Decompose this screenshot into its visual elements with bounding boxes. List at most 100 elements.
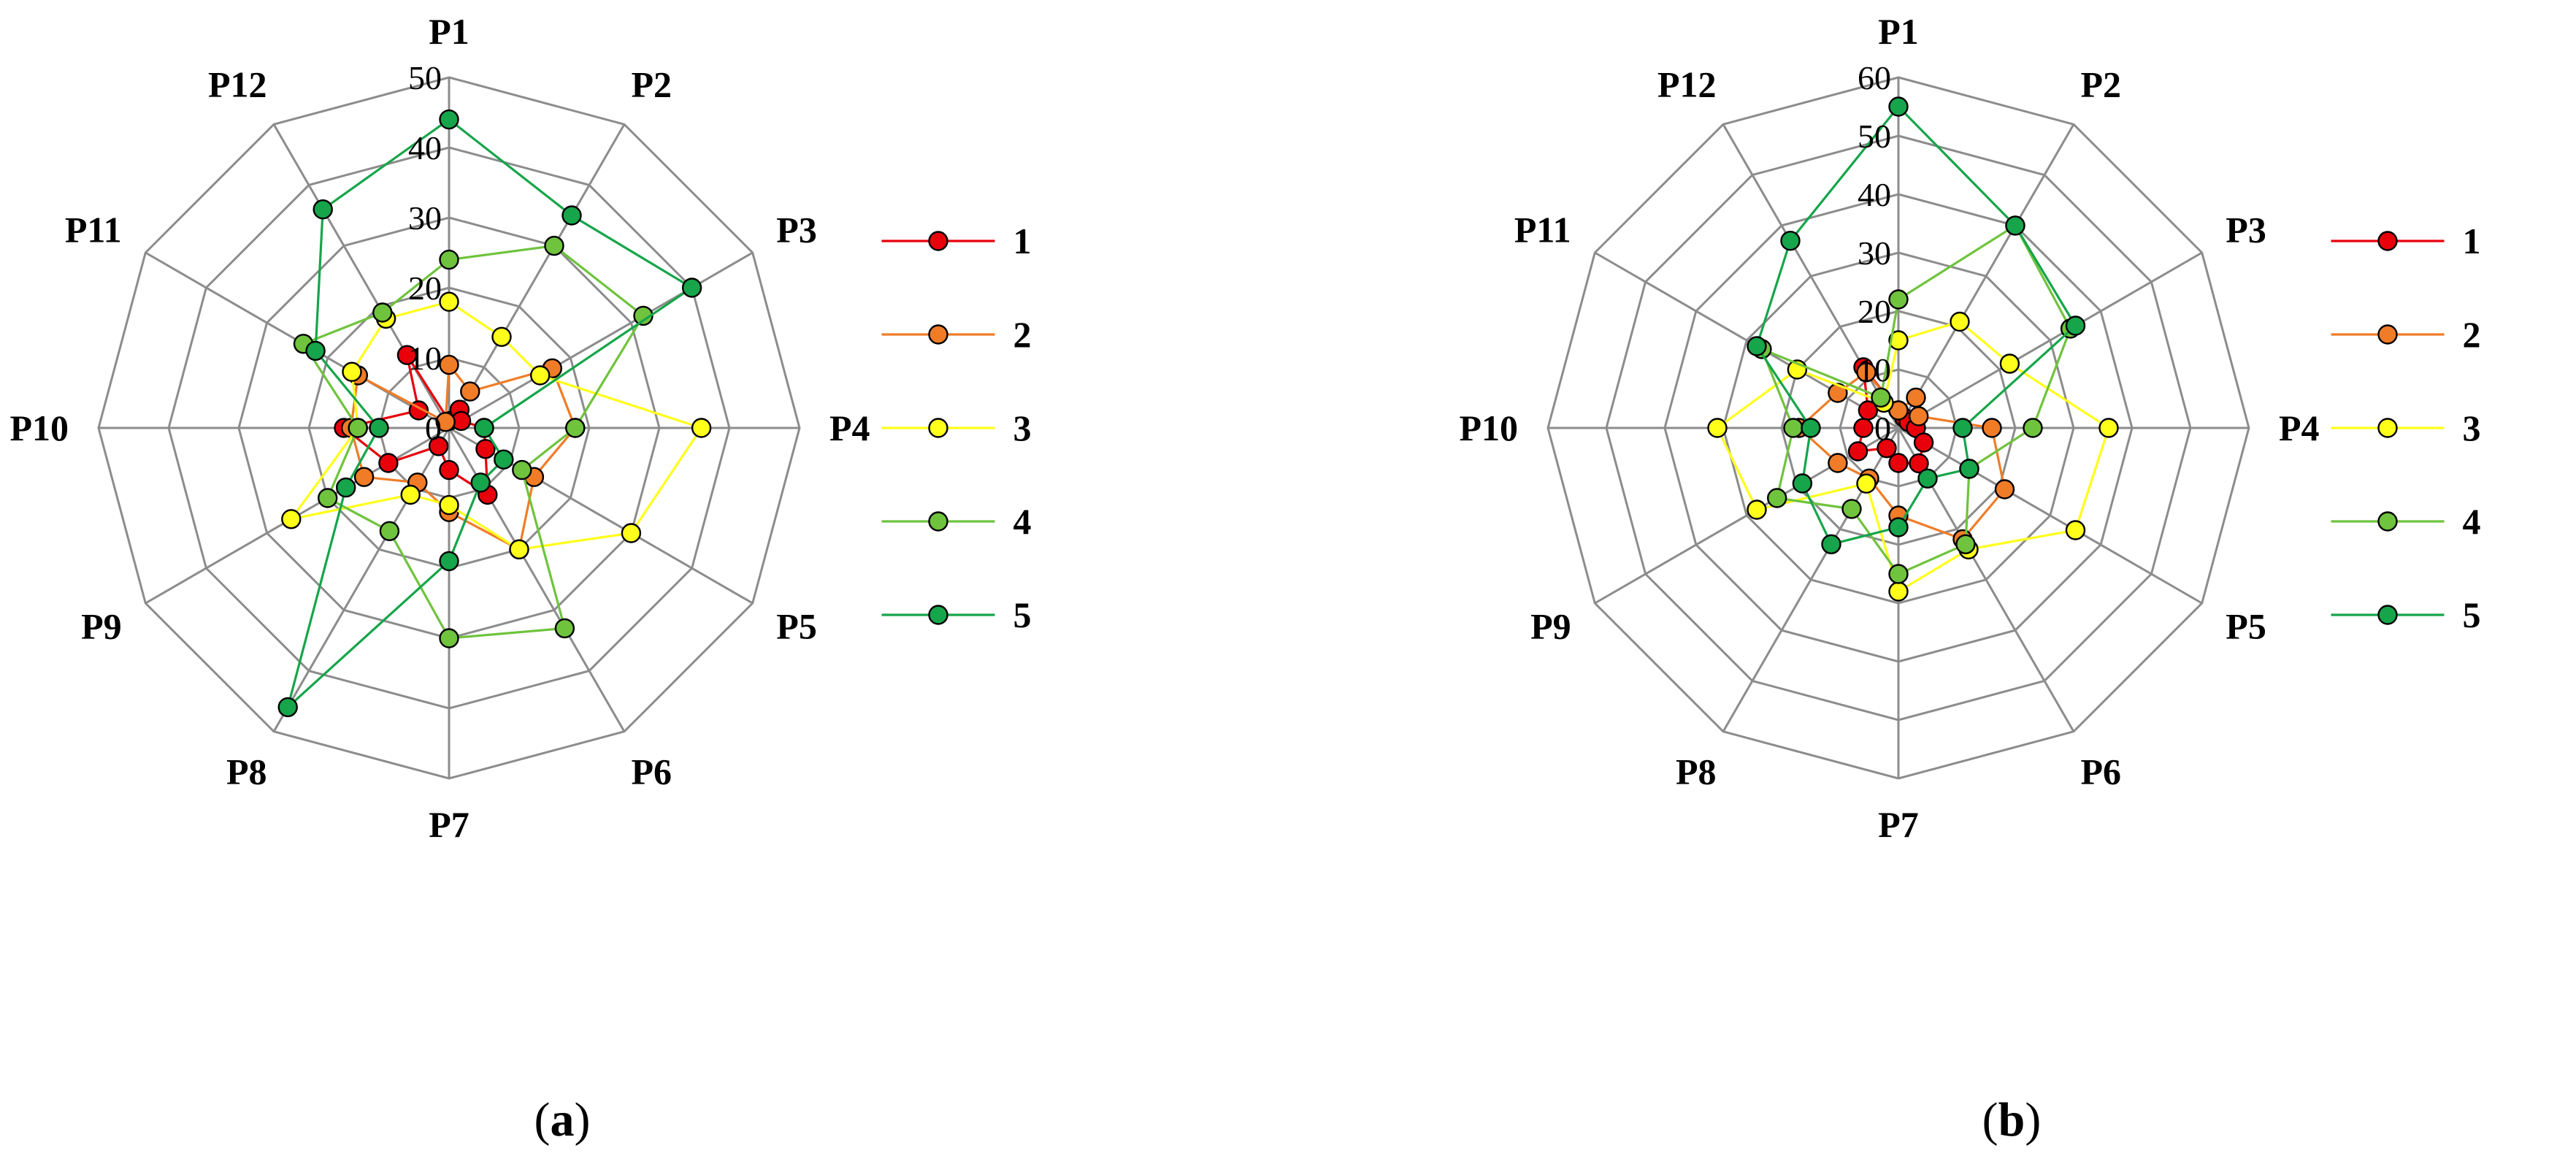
spoke-p3 bbox=[448, 251, 754, 429]
series-3-point-p4 bbox=[691, 418, 712, 438]
tick-label-0: 0 bbox=[425, 410, 442, 447]
legend-a: 1 2 3 4 5 bbox=[881, 221, 1032, 635]
tick-label-50: 50 bbox=[1858, 118, 1891, 155]
series-1-point-p8 bbox=[1877, 438, 1897, 459]
axis-label-p5: P5 bbox=[2226, 606, 2266, 647]
series-5-point-p7 bbox=[1888, 517, 1909, 537]
series-5-point-p6 bbox=[470, 472, 491, 493]
axis-label-p1: P1 bbox=[429, 11, 469, 52]
axis-labels-a: P1 P2 P3 P4 P5 P6 P7 P8 P9 P10 P11 P12 bbox=[9, 11, 870, 845]
series-2-point-p9 bbox=[1828, 453, 1848, 473]
legend-marker-1 bbox=[2377, 231, 2398, 251]
series-5-point-p5 bbox=[1959, 459, 1979, 479]
series-1-point-p10 bbox=[1853, 418, 1874, 438]
series-4-point-p9 bbox=[1766, 488, 1787, 508]
spoke-p2 bbox=[1897, 123, 2075, 429]
series-3-point-p7 bbox=[1888, 581, 1909, 602]
axis-label-p11: P11 bbox=[65, 210, 122, 250]
series-3-point-p8 bbox=[400, 484, 421, 505]
legend-marker-3 bbox=[928, 418, 948, 438]
legend-label-3: 3 bbox=[2463, 407, 2481, 448]
series-3-point-p1 bbox=[439, 291, 459, 312]
axis-label-p7: P7 bbox=[1878, 804, 1919, 845]
series-1-point-p5 bbox=[1913, 432, 1934, 453]
series-4-point-p10 bbox=[1783, 418, 1803, 438]
spoke-p3 bbox=[1898, 251, 2203, 429]
legend-item-5: 5 bbox=[881, 594, 1032, 635]
series-3-point-p1 bbox=[1888, 330, 1909, 351]
series-4-point-p12 bbox=[372, 302, 393, 323]
legend-label-5: 5 bbox=[2463, 594, 2481, 635]
panel-label-a: (a) bbox=[534, 1093, 591, 1147]
axis-label-p1: P1 bbox=[1878, 11, 1919, 52]
series-5-point-p7 bbox=[439, 551, 459, 572]
axis-label-p4: P4 bbox=[829, 407, 870, 448]
legend-marker-5 bbox=[2377, 605, 2398, 625]
legend-b: 1 2 3 4 5 bbox=[2331, 221, 2481, 635]
tick-label-50: 50 bbox=[408, 59, 442, 96]
series-3-point-p2 bbox=[491, 326, 512, 347]
tick-label-10: 10 bbox=[1858, 351, 1891, 388]
tick-label-30: 30 bbox=[1858, 234, 1891, 272]
series-layer-b bbox=[1707, 96, 2119, 602]
legend-label-4: 4 bbox=[1013, 501, 1032, 542]
panel-label-b: (b) bbox=[1982, 1093, 2042, 1147]
series-1-point-p7 bbox=[439, 459, 459, 481]
spoke-p11 bbox=[1594, 251, 1899, 429]
series-3-point-p3 bbox=[1999, 353, 2020, 374]
series-2-point-p2 bbox=[460, 381, 480, 402]
legend-marker-2 bbox=[928, 324, 948, 345]
legend-marker-4 bbox=[2377, 511, 2398, 532]
axis-label-p4: P4 bbox=[2279, 407, 2320, 448]
series-5-point-p1 bbox=[439, 109, 459, 130]
axis-label-p2: P2 bbox=[632, 64, 672, 105]
series-4-point-p2 bbox=[544, 235, 564, 256]
legend-marker-2 bbox=[2377, 324, 2398, 345]
series-4-point-p5 bbox=[512, 459, 532, 481]
radar-chart-b: P1 P2 P3 P4 P5 P6 P7 P8 P9 P10 P11 P12 0… bbox=[1459, 11, 2480, 1147]
tick-label-0: 0 bbox=[1874, 410, 1891, 447]
tick-label-20: 20 bbox=[1858, 293, 1891, 330]
axis-label-p8: P8 bbox=[226, 751, 267, 792]
series-3-point-p4 bbox=[2098, 418, 2119, 438]
series-5-point-p10 bbox=[1801, 418, 1821, 438]
series-5-point-p10 bbox=[369, 418, 389, 438]
series-2-point-p12 bbox=[435, 412, 456, 432]
legend-label-3: 3 bbox=[1013, 407, 1032, 448]
series-3-point-p5 bbox=[621, 523, 642, 543]
series-5-point-p11 bbox=[1747, 336, 1767, 356]
axis-label-p12: P12 bbox=[1657, 64, 1717, 105]
axis-labels-b: P1 P2 P3 P4 P5 P6 P7 P8 P9 P10 P11 P12 bbox=[1459, 11, 2319, 845]
tick-labels-b: 0 10 20 30 40 50 60 bbox=[1858, 59, 1891, 447]
series-2-point-p4 bbox=[1982, 418, 2002, 438]
series-1-point-p6 bbox=[1909, 453, 1929, 474]
series-2-point-p3 bbox=[1908, 406, 1929, 426]
legend-marker-5 bbox=[928, 605, 948, 625]
series-4-point-p8 bbox=[1841, 499, 1862, 519]
series-3-point-p11 bbox=[342, 361, 362, 382]
series-4-point-p12 bbox=[1871, 387, 1891, 408]
legend-label-1: 1 bbox=[2463, 221, 2481, 261]
series-2-point-p1 bbox=[439, 354, 459, 375]
legend-item-4: 4 bbox=[2331, 501, 2481, 542]
tick-label-10: 10 bbox=[408, 340, 442, 377]
series-1-point-p11 bbox=[1858, 400, 1879, 421]
radar-spokes-b bbox=[1548, 77, 2249, 778]
series-5-point-p8 bbox=[1821, 534, 1841, 554]
series-4-point-p7 bbox=[1888, 564, 1909, 584]
series-2-point-p12 bbox=[1856, 362, 1877, 383]
tick-label-20: 20 bbox=[408, 269, 442, 307]
series-3-point-p9 bbox=[281, 509, 302, 529]
spoke-p9 bbox=[1594, 426, 1899, 605]
axis-label-p10: P10 bbox=[9, 407, 69, 448]
tick-label-40: 40 bbox=[1858, 176, 1891, 213]
series-5-point-p8 bbox=[277, 697, 298, 718]
legend-marker-3 bbox=[2377, 418, 2398, 438]
series-3-point-p6 bbox=[509, 539, 529, 559]
series-5-point-p11 bbox=[305, 340, 326, 361]
series-1-point-p9 bbox=[378, 453, 399, 473]
series-1-point-p9 bbox=[1847, 441, 1868, 462]
series-1-point-p8 bbox=[428, 436, 449, 456]
series-1-point-p5 bbox=[475, 439, 496, 459]
